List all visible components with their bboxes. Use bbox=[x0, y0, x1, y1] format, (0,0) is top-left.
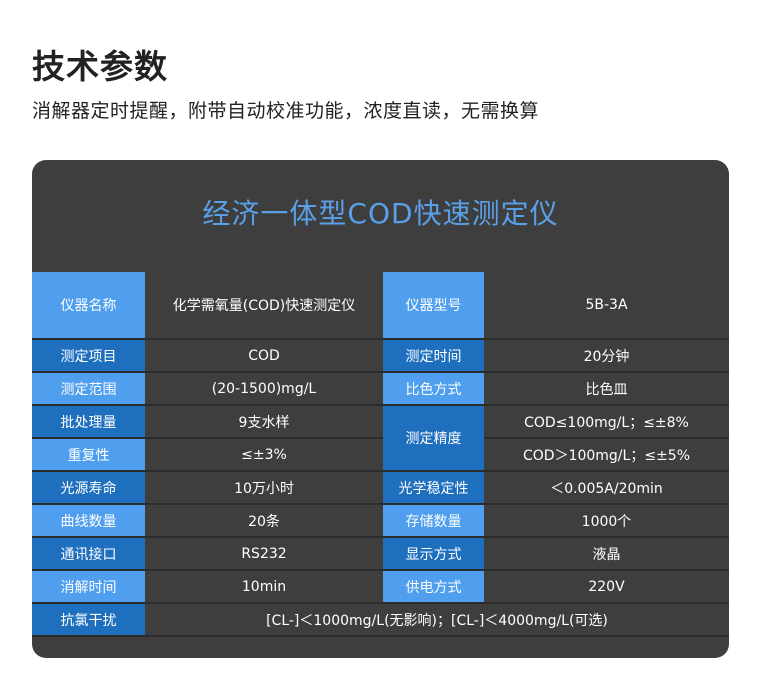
batch-value: 9支水样 bbox=[145, 405, 383, 439]
power-label: 供电方式 bbox=[383, 570, 484, 604]
repeat-label: 重复性 bbox=[32, 438, 145, 472]
spec-panel: 经济一体型COD快速测定仪 仪器名称 化学需氧量(COD)快速测定仪 仪器型号 … bbox=[32, 160, 729, 658]
stability-label: 光学稳定性 bbox=[383, 471, 484, 505]
power-value: 220V bbox=[484, 570, 729, 604]
curve-label: 曲线数量 bbox=[32, 504, 145, 538]
display-value: 液晶 bbox=[484, 537, 729, 571]
table-row: 光源寿命 10万小时 光学稳定性 ＜0.005A/20min bbox=[32, 471, 729, 505]
digest-value: 10min bbox=[145, 570, 383, 604]
lamp-label: 光源寿命 bbox=[32, 471, 145, 505]
storage-label: 存储数量 bbox=[383, 504, 484, 538]
item-label: 测定项目 bbox=[32, 339, 145, 373]
model-label: 仪器型号 bbox=[383, 272, 484, 340]
time-label: 测定时间 bbox=[383, 339, 484, 373]
color-method-label: 比色方式 bbox=[383, 372, 484, 406]
chlorine-value: [CL-]＜1000mg/L(无影响)；[CL-]＜4000mg/L(可选) bbox=[145, 603, 729, 637]
table-row: 批处理量 9支水样 测定精度 COD≤100mg/L；≤±8% bbox=[32, 405, 729, 472]
comm-value: RS232 bbox=[145, 537, 383, 571]
table-row: 通讯接口 RS232 显示方式 液晶 bbox=[32, 537, 729, 571]
stability-value: ＜0.005A/20min bbox=[484, 471, 729, 505]
spec-table: 仪器名称 化学需氧量(COD)快速测定仪 仪器型号 5B-3A 测定项目 COD… bbox=[32, 272, 729, 637]
batch-label: 批处理量 bbox=[32, 405, 145, 439]
color-method-value: 比色皿 bbox=[484, 372, 729, 406]
precision-label: 测定精度 bbox=[383, 405, 484, 472]
item-value: COD bbox=[145, 339, 383, 373]
repeat-value: ≤±3% bbox=[145, 438, 383, 472]
range-value: (20-1500)mg/L bbox=[145, 372, 383, 406]
storage-value: 1000个 bbox=[484, 504, 729, 538]
page-title: 技术参数 bbox=[32, 47, 168, 86]
table-row: 抗氯干扰 [CL-]＜1000mg/L(无影响)；[CL-]＜4000mg/L(… bbox=[32, 603, 729, 637]
instrument-name-value: 化学需氧量(COD)快速测定仪 bbox=[145, 272, 383, 340]
digest-label: 消解时间 bbox=[32, 570, 145, 604]
table-row: 重复性 ≤±3% COD＞100mg/L；≤±5% bbox=[32, 438, 729, 472]
precision-value-2: COD＞100mg/L；≤±5% bbox=[484, 438, 729, 472]
page-subtitle: 消解器定时提醒，附带自动校准功能，浓度直读，无需换算 bbox=[32, 100, 540, 122]
range-label: 测定范围 bbox=[32, 372, 145, 406]
instrument-name-label: 仪器名称 bbox=[32, 272, 145, 340]
table-row: 消解时间 10min 供电方式 220V bbox=[32, 570, 729, 604]
table-row: 测定项目 COD 测定时间 20分钟 bbox=[32, 339, 729, 373]
precision-value-1: COD≤100mg/L；≤±8% bbox=[484, 405, 729, 439]
table-row: 曲线数量 20条 存储数量 1000个 bbox=[32, 504, 729, 538]
model-value: 5B-3A bbox=[484, 272, 729, 340]
display-label: 显示方式 bbox=[383, 537, 484, 571]
comm-label: 通讯接口 bbox=[32, 537, 145, 571]
panel-title: 经济一体型COD快速测定仪 bbox=[202, 197, 559, 230]
curve-value: 20条 bbox=[145, 504, 383, 538]
table-row: 仪器名称 化学需氧量(COD)快速测定仪 仪器型号 5B-3A bbox=[32, 272, 729, 340]
chlorine-label: 抗氯干扰 bbox=[32, 603, 145, 637]
time-value: 20分钟 bbox=[484, 339, 729, 373]
lamp-value: 10万小时 bbox=[145, 471, 383, 505]
table-row: 测定范围 (20-1500)mg/L 比色方式 比色皿 bbox=[32, 372, 729, 406]
